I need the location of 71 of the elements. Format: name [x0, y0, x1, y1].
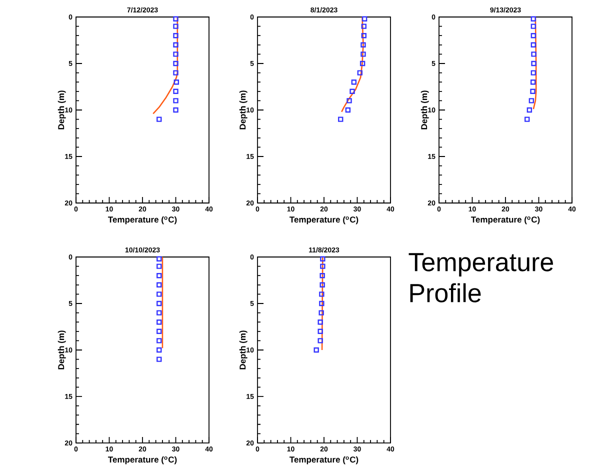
point	[320, 256, 326, 262]
point	[530, 88, 536, 94]
point	[156, 347, 162, 353]
x-axis-title: Temperature ($^{o}$C)	[108, 216, 177, 224]
point	[156, 356, 162, 362]
point	[173, 52, 178, 57]
point	[173, 60, 178, 66]
text: Temperature Profile	[408, 253, 554, 302]
line-series	[340, 16, 364, 112]
point	[320, 282, 325, 288]
point	[319, 300, 324, 306]
point	[318, 310, 324, 316]
point	[319, 292, 324, 297]
y-axis-title: Depth (m)	[239, 90, 248, 130]
point	[156, 319, 162, 325]
point	[530, 24, 536, 29]
y-axis-title: Depth (m)	[420, 90, 429, 130]
point	[156, 264, 162, 269]
point	[338, 116, 344, 122]
x-axis-title: Temperature ($^{o}$C)	[108, 456, 177, 464]
point	[318, 328, 323, 334]
point	[156, 310, 162, 316]
point	[173, 70, 178, 76]
point	[173, 98, 178, 104]
point	[524, 116, 530, 122]
point	[156, 256, 162, 262]
point	[173, 88, 178, 94]
point	[531, 52, 536, 57]
point	[156, 292, 162, 297]
x-axis-title: Temperature ($^{o}$C)	[290, 216, 358, 224]
y-axis-title: Depth (m)	[58, 330, 66, 370]
point	[351, 79, 357, 85]
point	[530, 42, 536, 48]
point	[173, 24, 178, 29]
point	[156, 282, 162, 288]
point	[530, 16, 536, 22]
point	[361, 24, 366, 29]
point	[360, 60, 366, 66]
y-axis-title: Depth (m)	[58, 90, 66, 130]
point	[360, 42, 366, 48]
point	[156, 328, 162, 334]
point	[528, 98, 534, 104]
point	[173, 42, 178, 48]
point	[156, 300, 162, 306]
point	[156, 116, 162, 122]
point	[526, 107, 532, 113]
y-axis-title: Depth (m)	[239, 330, 248, 370]
x-axis-title: Temperature ($^{o}$C)	[290, 456, 358, 464]
x-axis-title: Temperature ($^{o}$C)	[471, 216, 540, 224]
point	[530, 79, 536, 85]
point	[530, 70, 536, 76]
point	[346, 98, 352, 104]
point	[174, 79, 180, 85]
point	[156, 338, 162, 344]
point	[173, 107, 178, 113]
point	[357, 70, 363, 76]
point	[156, 272, 162, 278]
point	[173, 32, 178, 38]
point	[360, 52, 366, 57]
point	[531, 60, 536, 66]
point	[530, 32, 536, 38]
point	[173, 16, 178, 22]
point	[320, 264, 326, 269]
point	[318, 319, 323, 325]
point	[318, 338, 323, 344]
point	[345, 107, 351, 113]
point	[362, 16, 368, 22]
point	[350, 88, 355, 94]
point	[320, 272, 325, 278]
point	[314, 347, 319, 353]
point	[361, 32, 366, 38]
